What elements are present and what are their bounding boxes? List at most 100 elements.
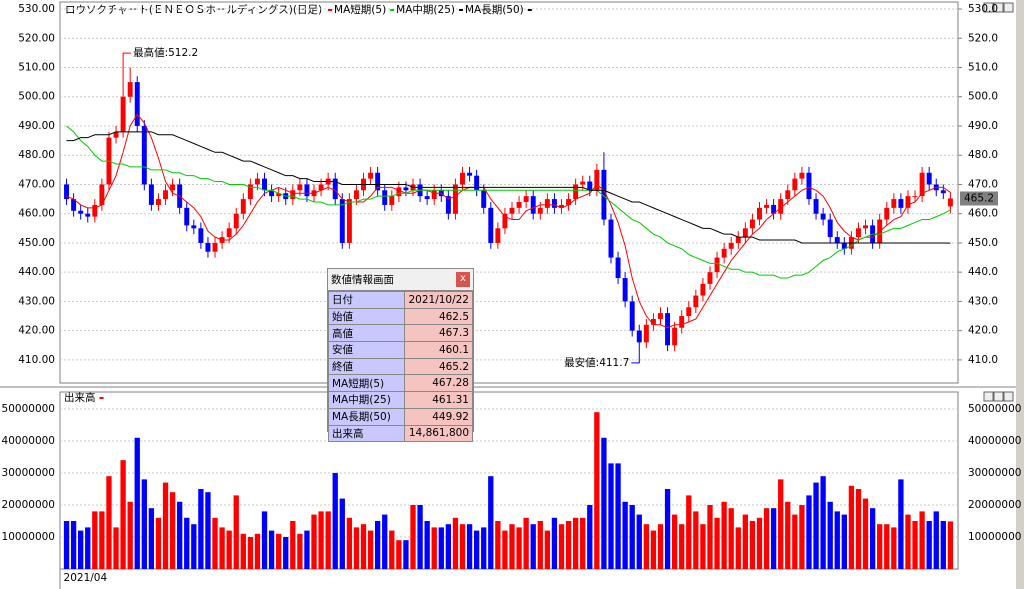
y2-tick-label: 490.0 bbox=[968, 120, 998, 132]
candle-body bbox=[919, 172, 925, 197]
volume-bar bbox=[827, 501, 833, 569]
volume-bar bbox=[459, 524, 466, 569]
volume-bar bbox=[877, 524, 883, 569]
pane-button[interactable] bbox=[983, 391, 994, 402]
y-tick-label: 450.00 bbox=[18, 237, 55, 249]
candle-body bbox=[778, 199, 784, 214]
info-value: 467.3 bbox=[404, 324, 473, 343]
volume-bar bbox=[523, 517, 529, 569]
x-tick-label: 2021/04 bbox=[64, 572, 108, 584]
candle-body bbox=[608, 219, 614, 258]
volume-bar bbox=[240, 533, 246, 569]
candle-body bbox=[806, 172, 812, 200]
volume-bar bbox=[912, 520, 918, 569]
volume-bar bbox=[78, 530, 84, 569]
info-key: MA中期(25) bbox=[327, 391, 406, 409]
info-table: 日付 2021/10/22 始値 462.5 高値 467.3 安値 460.1 終値 465.2… bbox=[327, 291, 473, 443]
candle-body bbox=[580, 181, 586, 185]
volume-bar bbox=[325, 511, 331, 569]
candle-body bbox=[884, 207, 890, 220]
info-value: 467.28 bbox=[404, 374, 473, 393]
info-row: MA短期(5) 467.28 bbox=[327, 374, 473, 393]
candle-body bbox=[679, 316, 685, 328]
info-row: MA長期(50) 449.92 bbox=[327, 407, 473, 426]
volume-bar bbox=[247, 536, 254, 569]
volume-bar bbox=[495, 520, 501, 569]
candle-body bbox=[346, 199, 352, 243]
volume-bar bbox=[947, 521, 954, 569]
pane-button[interactable] bbox=[1003, 391, 1014, 402]
candle-body bbox=[495, 228, 501, 243]
info-key: 高値 bbox=[327, 324, 406, 343]
legend-label: MA長期(50) bbox=[465, 4, 524, 16]
volume-bar bbox=[587, 504, 593, 569]
y2-tick-label: 500.0 bbox=[968, 91, 998, 103]
volume-bar bbox=[127, 501, 133, 569]
volume-bar bbox=[339, 498, 345, 569]
candle-body bbox=[452, 184, 458, 214]
y-tick-label: 420.00 bbox=[18, 325, 55, 337]
y2-tick-label: 470.0 bbox=[968, 178, 998, 190]
volume-bar bbox=[869, 508, 876, 569]
candle-body bbox=[262, 178, 267, 191]
volume-bar bbox=[629, 504, 635, 569]
candle-body bbox=[332, 178, 338, 200]
volume-bar bbox=[445, 524, 452, 569]
volume-bar bbox=[70, 520, 77, 569]
volume-bar bbox=[608, 463, 614, 569]
legend-label: MA短期(5) bbox=[334, 3, 386, 16]
candle-body bbox=[792, 178, 798, 191]
ma-line bbox=[66, 125, 951, 279]
volume-pane bbox=[59, 391, 959, 570]
legend-label: MA中期(25) bbox=[396, 3, 455, 16]
candle-body bbox=[170, 184, 176, 191]
candle-body bbox=[127, 82, 133, 97]
candle-body bbox=[771, 204, 777, 214]
volume-bar bbox=[332, 472, 338, 569]
pane-button[interactable] bbox=[993, 391, 1004, 402]
pane-button[interactable] bbox=[1003, 2, 1014, 13]
info-value: 460.1 bbox=[404, 341, 473, 359]
volume-bar bbox=[700, 524, 706, 569]
volume-bar bbox=[184, 517, 190, 569]
candle-body bbox=[141, 125, 147, 185]
pane-button[interactable] bbox=[983, 2, 994, 13]
last-price-label: 465.2 bbox=[964, 192, 994, 204]
info-row: 出来高 14,861,800 bbox=[327, 424, 473, 443]
info-panel: 数値情報画面 x 日付 2021/10/22 始値 462.5 高値 467.3 安値 460… bbox=[327, 268, 474, 443]
y2-tick-label: 460.0 bbox=[968, 208, 998, 220]
volume-bar bbox=[162, 482, 169, 569]
candle-body bbox=[940, 190, 946, 194]
volume-bar bbox=[389, 530, 395, 569]
candle-body bbox=[212, 242, 218, 252]
candle-body bbox=[912, 196, 918, 198]
close-button[interactable]: x bbox=[456, 272, 470, 287]
ma-line bbox=[66, 131, 951, 244]
volume-bar bbox=[905, 514, 911, 569]
volume-bar bbox=[756, 517, 763, 569]
candle-body bbox=[891, 199, 897, 208]
pane-button[interactable] bbox=[993, 2, 1004, 13]
info-value: 14,861,800 bbox=[404, 424, 473, 443]
candle-body bbox=[78, 210, 84, 214]
pane-buttons[interactable] bbox=[983, 2, 1014, 402]
volume-bar bbox=[346, 517, 353, 569]
candle-body bbox=[318, 184, 324, 191]
volume-bar bbox=[141, 479, 147, 569]
candle-body bbox=[898, 199, 904, 208]
y-tick-label: 40000000 bbox=[2, 435, 55, 447]
volume-bar bbox=[580, 517, 586, 569]
candle-body bbox=[134, 82, 140, 126]
candle-body bbox=[559, 204, 564, 208]
volume-bar bbox=[353, 527, 360, 569]
info-row: 終値 465.2 bbox=[327, 357, 473, 376]
candle-body bbox=[636, 330, 642, 343]
volume-bar bbox=[933, 511, 939, 569]
volume-bar bbox=[551, 517, 558, 569]
candle-body bbox=[749, 219, 755, 229]
candle-body bbox=[375, 172, 381, 191]
y2-tick-label: 30000000 bbox=[968, 467, 1021, 479]
candle-body bbox=[424, 196, 430, 200]
candle-body bbox=[198, 228, 204, 243]
